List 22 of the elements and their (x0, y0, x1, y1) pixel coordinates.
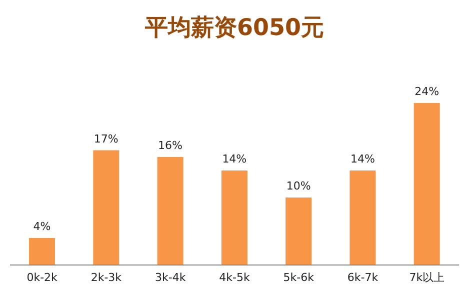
x-tick-label: 2k-3k (90, 270, 122, 284)
bar (93, 150, 120, 265)
bar (157, 157, 184, 265)
bar (221, 170, 248, 265)
x-tick-label: 0k-2k (26, 270, 58, 284)
data-label: 14% (222, 152, 247, 166)
x-tick-label: 6k-7k (347, 270, 379, 284)
data-label: 24% (414, 85, 440, 98)
data-label: 16% (158, 139, 183, 152)
bar (286, 198, 312, 265)
x-tick-label: 7k以上 (409, 270, 445, 284)
bar (29, 238, 55, 265)
x-tick-label: 3k-4k (155, 270, 186, 284)
data-label: 17% (94, 132, 118, 146)
x-tick-label: 5k-6k (283, 270, 315, 284)
data-label: 4% (33, 220, 51, 233)
chart-title: 平均薪资6050元 (144, 14, 325, 43)
bar (414, 103, 440, 265)
data-label: 14% (350, 152, 375, 166)
x-tick-label: 4k-5k (219, 270, 250, 284)
data-label: 10% (286, 180, 311, 192)
bar (350, 170, 376, 265)
